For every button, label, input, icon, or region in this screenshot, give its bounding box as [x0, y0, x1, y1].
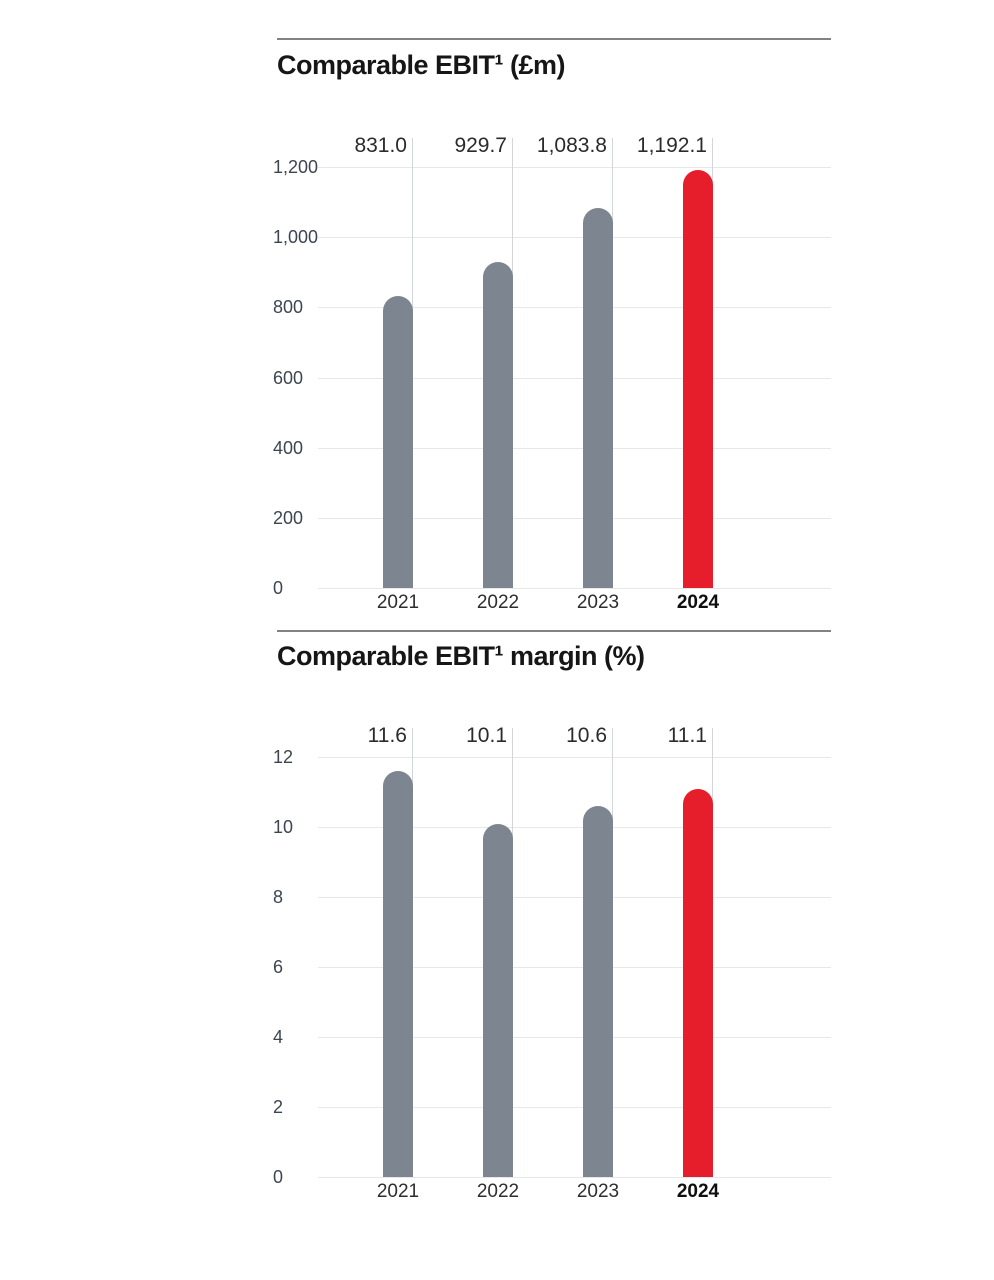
ebit-chart-section: Comparable EBIT¹ (£m) 1,200 1,000 800 600 40…	[273, 38, 833, 623]
x-axis-label-2024: 2024	[676, 592, 720, 613]
y-axis-tick-label: 8	[273, 887, 284, 907]
bar-2023	[583, 806, 613, 1177]
y-gridline	[318, 827, 831, 828]
ebit-margin-plot-area: 12 10 8 6 4 2 0 11.6 2021 10.1 2022 10.6 2023 11.1 202…	[273, 630, 833, 1215]
value-label-2023: 1,083.8	[536, 134, 607, 157]
bar-2024	[683, 788, 713, 1177]
bar-2021	[383, 296, 413, 588]
value-label-2021: 831.0	[354, 134, 407, 157]
y-axis-tick-label: 0	[273, 578, 284, 598]
chart-title: Comparable EBIT¹ margin (%)	[277, 641, 645, 671]
y-gridline	[318, 588, 831, 589]
value-label-2022: 929.7	[454, 134, 507, 157]
y-axis-tick-label: 12	[273, 747, 294, 767]
section-divider	[277, 630, 831, 632]
y-gridline	[318, 237, 831, 238]
bar-2021	[383, 771, 413, 1177]
y-axis-tick-label: 1,000	[273, 227, 319, 247]
value-label-2024: 11.1	[667, 724, 707, 747]
y-axis-tick-label: 6	[273, 957, 284, 977]
bar-2022	[483, 823, 513, 1177]
y-axis-tick-label: 0	[273, 1167, 284, 1187]
x-axis-label-2021: 2021	[376, 592, 420, 613]
y-gridline	[318, 307, 831, 308]
y-gridline	[318, 1037, 831, 1038]
y-gridline	[318, 1107, 831, 1108]
section-divider	[277, 38, 831, 40]
y-axis-tick-label: 10	[273, 817, 294, 837]
x-axis-label-2021: 2021	[376, 1181, 420, 1202]
y-gridline	[318, 167, 831, 168]
y-gridline	[318, 448, 831, 449]
ebit-margin-chart-section: Comparable EBIT¹ margin (%) 12 10 8 6 4 2 0 11.…	[273, 630, 833, 1215]
x-axis-label-2023: 2023	[576, 1181, 620, 1202]
value-label-2024: 1,192.1	[636, 134, 707, 157]
y-gridline	[318, 967, 831, 968]
y-gridline	[318, 1177, 831, 1178]
value-label-2021: 11.6	[367, 724, 407, 747]
y-gridline	[318, 378, 831, 379]
bar-2023	[583, 207, 613, 588]
bar-2024	[683, 169, 713, 588]
bar-2022	[483, 261, 513, 588]
y-axis-tick-label: 1,200	[273, 157, 319, 177]
chart-title: Comparable EBIT¹ (£m)	[277, 50, 566, 80]
y-axis-tick-label: 600	[273, 368, 304, 388]
y-gridline	[318, 518, 831, 519]
value-label-2022: 10.1	[466, 724, 507, 747]
y-axis-tick-label: 2	[273, 1097, 284, 1117]
y-axis-tick-label: 400	[273, 438, 304, 458]
y-gridline	[318, 757, 831, 758]
value-label-2023: 10.6	[566, 724, 607, 747]
x-axis-label-2023: 2023	[576, 592, 620, 613]
y-axis-tick-label: 800	[273, 297, 304, 317]
x-axis-label-2024: 2024	[676, 1181, 720, 1202]
y-gridline	[318, 897, 831, 898]
y-axis-tick-label: 200	[273, 508, 304, 528]
ebit-plot-area: 1,200 1,000 800 600 400 200 0 831.0 2021 929.7 202…	[273, 38, 833, 623]
y-axis-tick-label: 4	[273, 1027, 284, 1047]
x-axis-label-2022: 2022	[476, 1181, 520, 1202]
x-axis-label-2022: 2022	[476, 592, 520, 613]
